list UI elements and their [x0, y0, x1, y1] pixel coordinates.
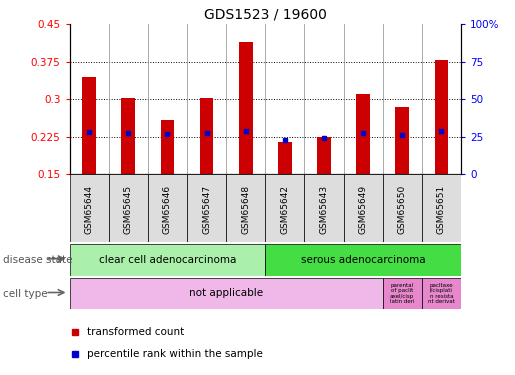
- Bar: [344, 174, 383, 242]
- Text: not applicable: not applicable: [189, 288, 263, 298]
- Text: GSM65651: GSM65651: [437, 184, 446, 234]
- Text: GSM65649: GSM65649: [358, 184, 368, 234]
- Bar: [396, 107, 409, 174]
- Bar: [265, 174, 304, 242]
- Bar: [239, 42, 252, 174]
- Bar: [187, 174, 226, 242]
- Bar: [317, 137, 331, 174]
- Text: GSM65645: GSM65645: [124, 184, 133, 234]
- Bar: [82, 77, 96, 174]
- Text: transformed count: transformed count: [87, 327, 184, 338]
- Bar: [435, 60, 448, 174]
- Text: percentile rank within the sample: percentile rank within the sample: [87, 349, 263, 359]
- Bar: [356, 94, 370, 174]
- Text: GSM65646: GSM65646: [163, 184, 172, 234]
- Bar: [70, 244, 265, 276]
- Text: GSM65642: GSM65642: [280, 184, 289, 234]
- Bar: [383, 278, 422, 309]
- Text: cell type: cell type: [3, 289, 47, 298]
- Bar: [70, 278, 383, 309]
- Bar: [265, 244, 461, 276]
- Bar: [109, 174, 148, 242]
- Bar: [278, 142, 291, 174]
- Text: GSM65648: GSM65648: [241, 184, 250, 234]
- Text: GSM65644: GSM65644: [84, 184, 94, 234]
- Text: disease state: disease state: [3, 255, 72, 265]
- Bar: [226, 174, 265, 242]
- Text: parental
of paclit
axel/cisp
latin deri: parental of paclit axel/cisp latin deri: [390, 283, 415, 304]
- Bar: [200, 98, 213, 174]
- Bar: [422, 278, 461, 309]
- Text: clear cell adenocarcinoma: clear cell adenocarcinoma: [99, 255, 236, 265]
- Text: GSM65647: GSM65647: [202, 184, 211, 234]
- Bar: [383, 174, 422, 242]
- Bar: [161, 120, 174, 174]
- Text: pacltaxe
l/cisplati
n resista
nt derivat: pacltaxe l/cisplati n resista nt derivat: [428, 283, 455, 304]
- Title: GDS1523 / 19600: GDS1523 / 19600: [204, 8, 327, 22]
- Bar: [122, 98, 135, 174]
- Text: GSM65643: GSM65643: [319, 184, 329, 234]
- Bar: [304, 174, 344, 242]
- Bar: [70, 174, 109, 242]
- Bar: [422, 174, 461, 242]
- Text: GSM65650: GSM65650: [398, 184, 407, 234]
- Text: serous adenocarcinoma: serous adenocarcinoma: [301, 255, 425, 265]
- Bar: [148, 174, 187, 242]
